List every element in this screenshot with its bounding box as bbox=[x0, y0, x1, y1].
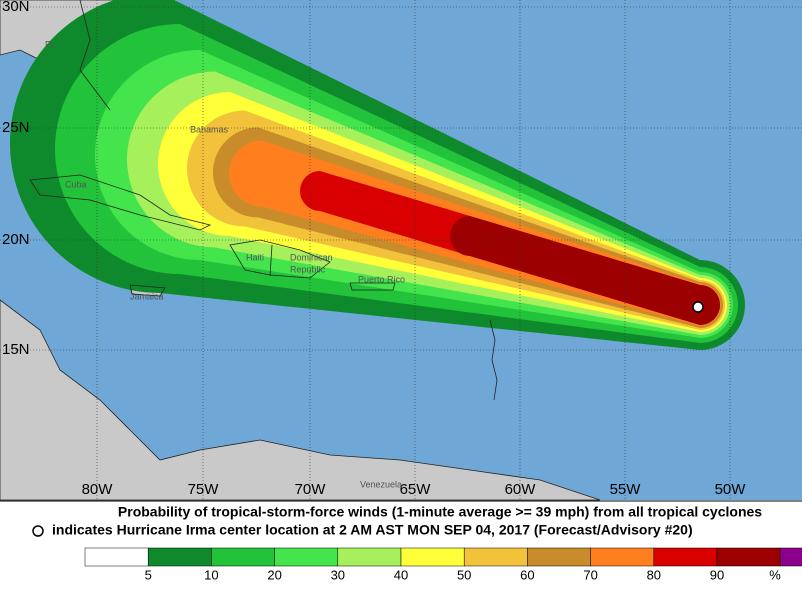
legend-label: 30 bbox=[331, 567, 345, 582]
legend-label: 90 bbox=[710, 567, 724, 582]
legend-label: 60 bbox=[520, 567, 534, 582]
storm-center bbox=[692, 301, 704, 313]
legend-unit: % bbox=[769, 567, 781, 582]
place-label: Bahamas bbox=[190, 124, 229, 134]
legend-swatch bbox=[779, 547, 802, 567]
caption-line: Probability of tropical-storm-force wind… bbox=[118, 504, 762, 520]
coastlines bbox=[29, 0, 498, 401]
legend-label: 40 bbox=[394, 567, 408, 582]
lat-label: 20N bbox=[2, 231, 30, 248]
legend-swatch bbox=[84, 547, 149, 567]
place-label: Jamaica bbox=[130, 291, 164, 301]
legend-label: 5 bbox=[145, 567, 152, 582]
caption-line: indicates Hurricane Irma center location… bbox=[52, 522, 693, 538]
lon-label: 60W bbox=[505, 481, 537, 498]
legend-swatch bbox=[211, 547, 275, 567]
legend-swatch bbox=[653, 547, 718, 567]
legend-label: 20 bbox=[267, 567, 281, 582]
legend-label: 50 bbox=[457, 567, 471, 582]
legend-label: 70 bbox=[583, 567, 597, 582]
lat-label: 15N bbox=[2, 341, 30, 358]
lon-label: 80W bbox=[82, 481, 114, 498]
center-icon bbox=[32, 525, 44, 537]
place-label: Haiti bbox=[246, 252, 264, 262]
probability-band bbox=[450, 216, 720, 325]
place-label: Republic bbox=[290, 264, 326, 274]
lon-label: 50W bbox=[715, 481, 747, 498]
lon-label: 70W bbox=[295, 481, 327, 498]
lat-label: 25N bbox=[2, 119, 30, 136]
lon-label: 55W bbox=[610, 481, 642, 498]
place-label: Puerto Rico bbox=[358, 274, 405, 284]
legend-swatch bbox=[274, 547, 339, 567]
lat-label: 30N bbox=[2, 0, 30, 15]
legend-swatch bbox=[590, 547, 655, 567]
legend-label: 80 bbox=[647, 567, 661, 582]
place-label: FL bbox=[45, 39, 56, 49]
legend-swatch bbox=[147, 547, 212, 567]
legend-swatch bbox=[463, 547, 528, 567]
legend-swatch bbox=[716, 547, 781, 567]
legend-swatch bbox=[400, 547, 465, 567]
legend-swatch bbox=[527, 547, 591, 567]
legend-swatch bbox=[337, 547, 402, 567]
place-label: Cuba bbox=[65, 179, 87, 189]
lon-label: 65W bbox=[400, 481, 432, 498]
graticule bbox=[0, 0, 802, 500]
place-label: Venezuela bbox=[360, 479, 402, 489]
lon-label: 75W bbox=[188, 481, 220, 498]
place-label: Dominican bbox=[290, 252, 333, 262]
legend-label: 10 bbox=[204, 567, 218, 582]
